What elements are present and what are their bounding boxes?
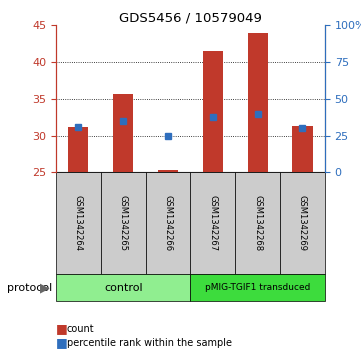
Bar <box>191 172 235 274</box>
Bar <box>56 274 191 301</box>
Text: control: control <box>104 283 143 293</box>
Bar <box>145 172 191 274</box>
Bar <box>235 172 280 274</box>
Title: GDS5456 / 10579049: GDS5456 / 10579049 <box>119 11 262 24</box>
Bar <box>248 33 268 172</box>
Text: GSM1342268: GSM1342268 <box>253 195 262 251</box>
Text: protocol: protocol <box>7 283 52 293</box>
Bar <box>158 170 178 172</box>
Bar <box>280 172 325 274</box>
Bar <box>113 94 133 172</box>
Text: GSM1342264: GSM1342264 <box>74 195 83 251</box>
Text: GSM1342267: GSM1342267 <box>208 195 217 251</box>
Text: ▶: ▶ <box>40 281 50 294</box>
Bar <box>68 127 88 172</box>
Text: GSM1342265: GSM1342265 <box>119 195 128 251</box>
Text: percentile rank within the sample: percentile rank within the sample <box>67 338 232 348</box>
Bar <box>56 172 101 274</box>
Text: GSM1342266: GSM1342266 <box>164 195 173 251</box>
Bar <box>292 126 313 172</box>
Text: pMIG-TGIF1 transduced: pMIG-TGIF1 transduced <box>205 283 310 292</box>
Bar <box>203 51 223 172</box>
Text: ■: ■ <box>56 337 68 350</box>
Text: count: count <box>67 323 95 334</box>
Bar <box>191 274 325 301</box>
Bar <box>101 172 145 274</box>
Text: ■: ■ <box>56 322 68 335</box>
Text: GSM1342269: GSM1342269 <box>298 195 307 251</box>
